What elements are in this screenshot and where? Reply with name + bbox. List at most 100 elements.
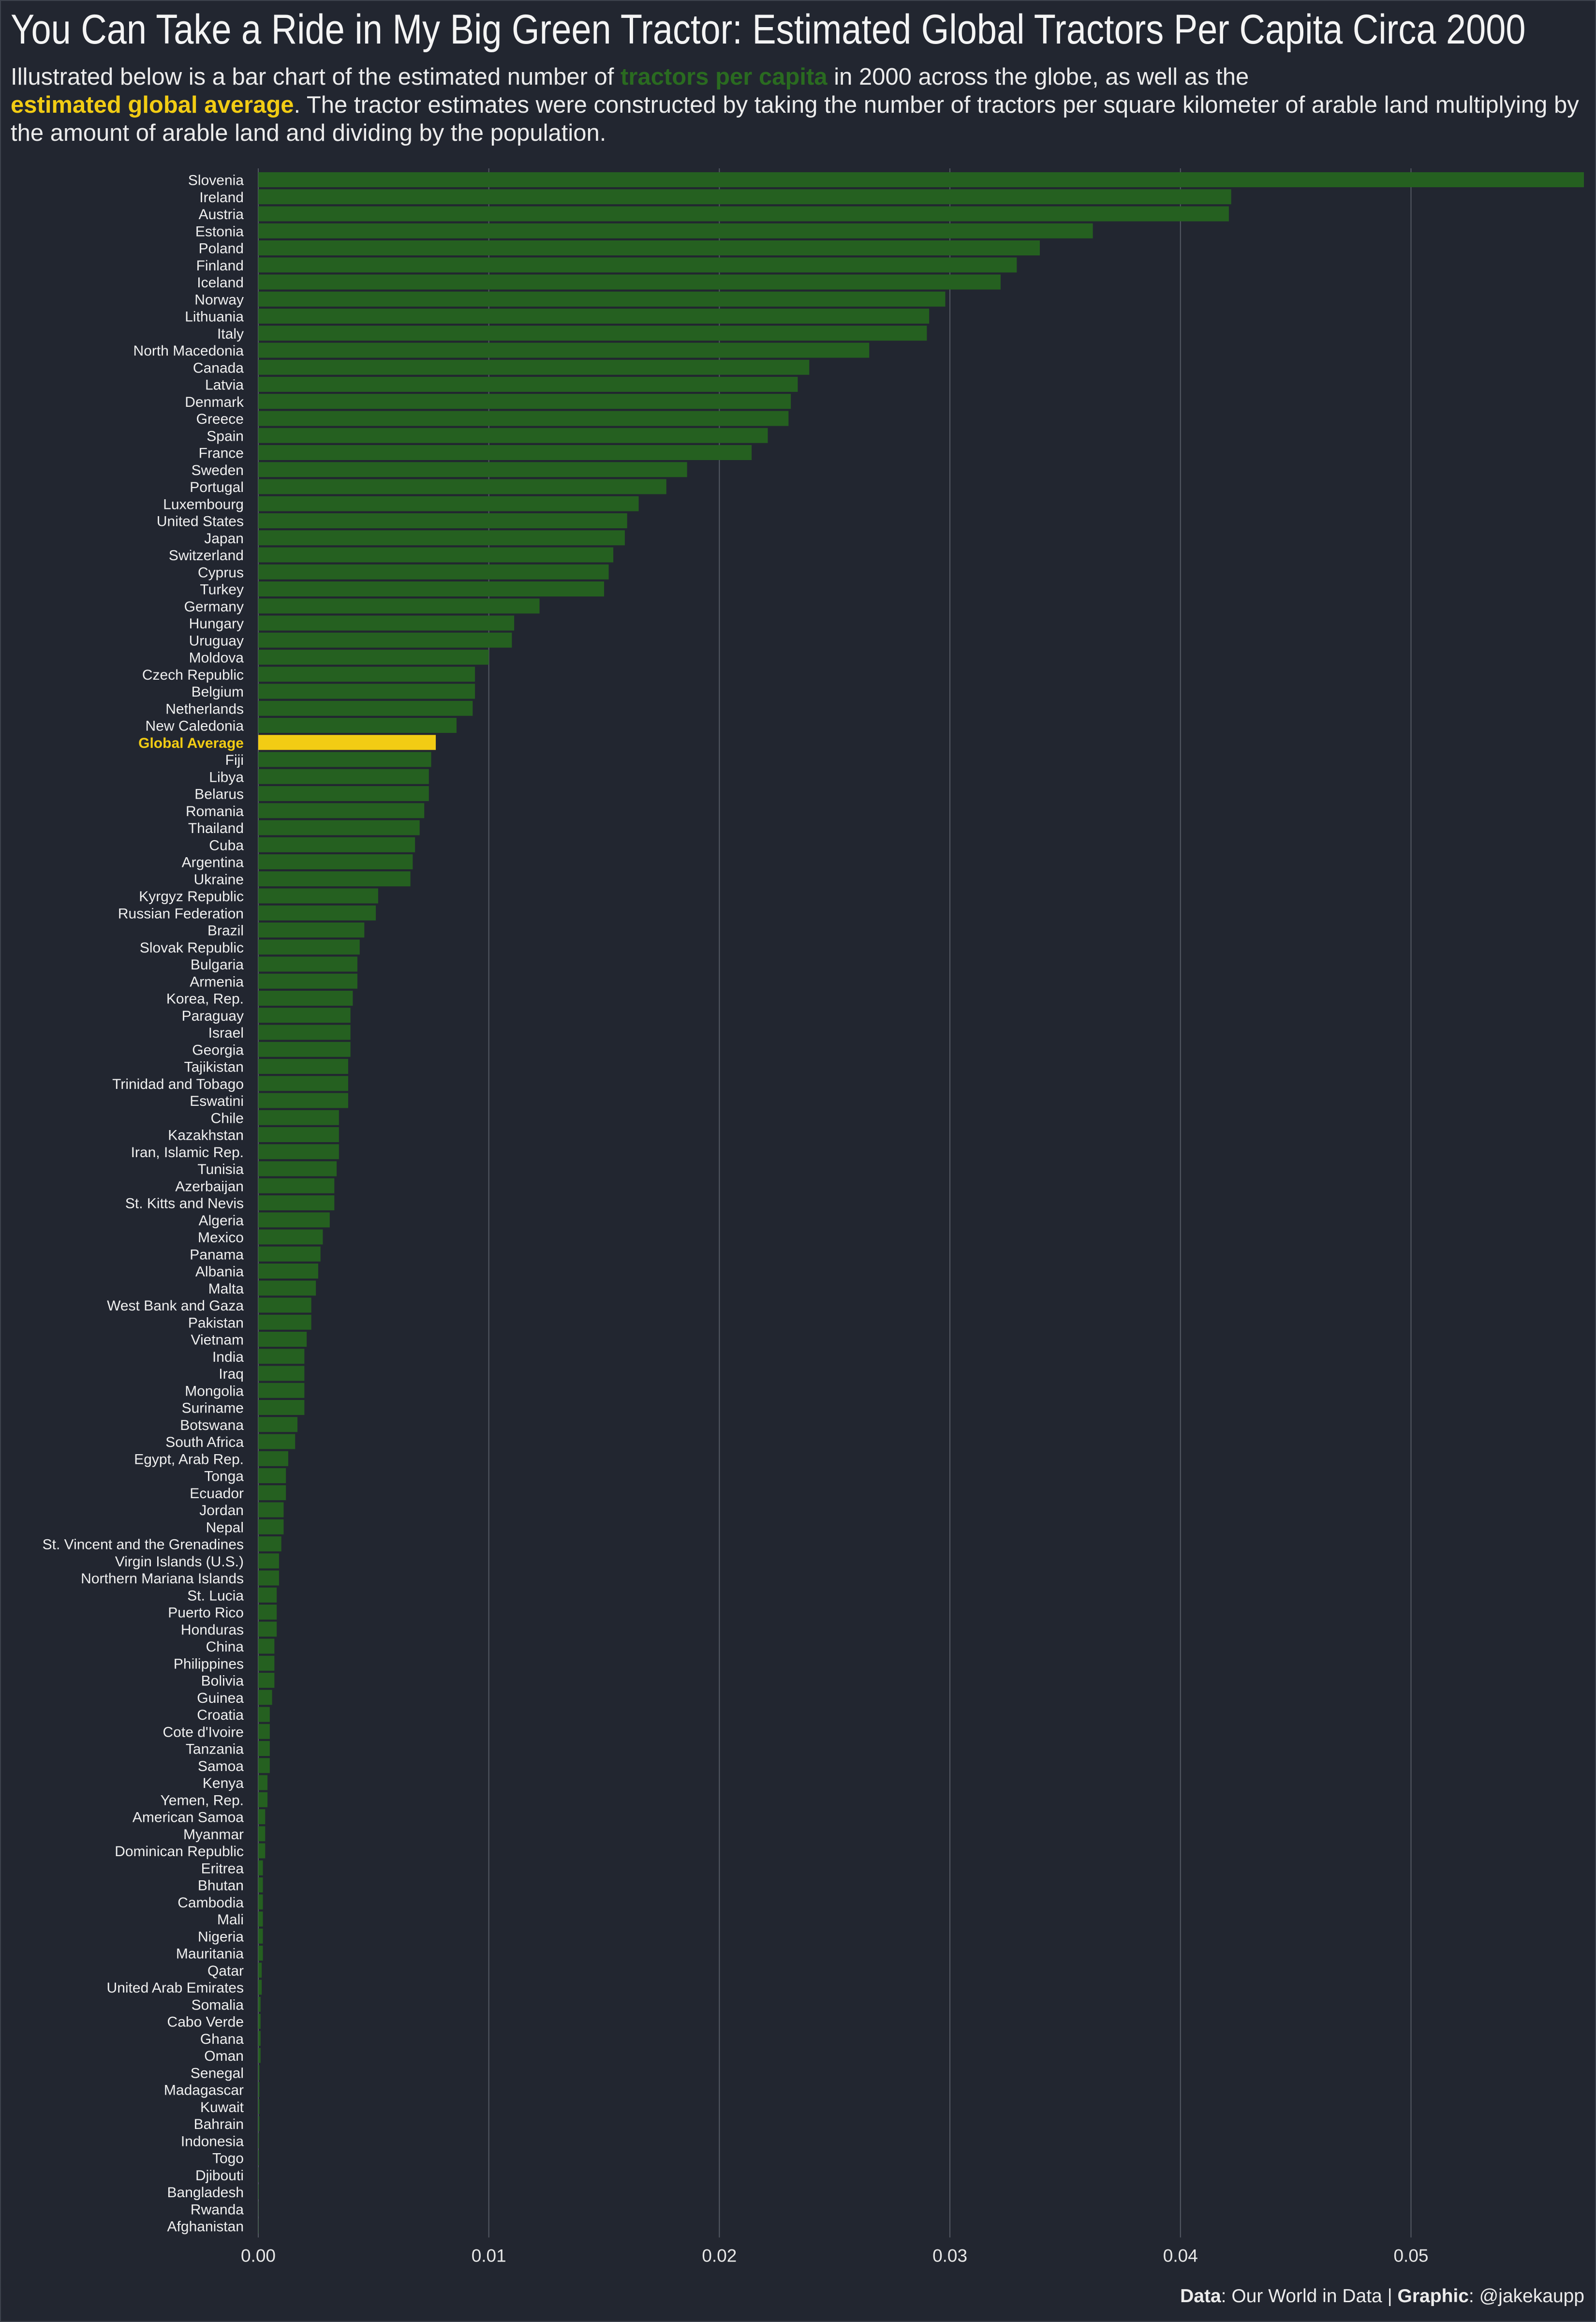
bar: [258, 1349, 305, 1364]
bar: [258, 564, 609, 580]
bar: [258, 752, 431, 767]
category-label: Poland: [199, 241, 244, 257]
bar: [258, 2184, 259, 2200]
category-label: Togo: [212, 2151, 244, 2167]
bar: [258, 291, 946, 307]
category-label: Norway: [194, 292, 244, 308]
category-label: Eswatini: [190, 1093, 244, 1109]
category-label: Nigeria: [198, 1929, 244, 1945]
bar: [258, 871, 411, 887]
x-tick-label: 0.02: [702, 2246, 737, 2265]
bar: [258, 1468, 286, 1483]
bar: [258, 1877, 263, 1892]
bar: [258, 1946, 263, 1961]
category-label: Tonga: [204, 1469, 244, 1485]
category-label: West Bank and Gaza: [107, 1298, 244, 1314]
bar: [258, 837, 415, 852]
bar: [258, 1314, 311, 1330]
category-label: Slovak Republic: [140, 940, 244, 956]
caption-graphic-author: : @jakekaupp: [1468, 2286, 1584, 2307]
category-label: Indonesia: [181, 2133, 244, 2149]
bar: [258, 2014, 261, 2029]
chart-title: You Can Take a Ride in My Big Green Trac…: [11, 6, 1526, 53]
category-label: Bangladesh: [167, 2185, 244, 2201]
bar: [258, 1673, 275, 1688]
category-label: Afghanistan: [167, 2219, 244, 2235]
category-label: Senegal: [191, 2065, 244, 2081]
category-label: Chile: [211, 1110, 244, 1126]
category-label: Bahrain: [194, 2116, 244, 2132]
caption-data-label: Data: [1180, 2286, 1221, 2307]
category-label: Uruguay: [189, 633, 244, 649]
category-label: Brazil: [207, 923, 244, 939]
bar: [258, 1860, 263, 1875]
source-caption: Data: Our World in Data | Graphic: @jake…: [1180, 2286, 1584, 2307]
category-label: United States: [157, 514, 244, 530]
bar: [258, 1519, 284, 1534]
bar: [258, 1059, 348, 1074]
bar: [258, 1724, 270, 1739]
bar: [258, 411, 789, 426]
category-label: St. Vincent and the Grenadines: [43, 1537, 244, 1553]
category-label: Argentina: [182, 855, 244, 871]
bar: [258, 1570, 279, 1586]
category-label: Austria: [199, 207, 244, 223]
bar: [258, 1195, 335, 1210]
caption-graphic-label: Graphic: [1397, 2286, 1469, 2307]
bar: [258, 1417, 298, 1432]
bar: [258, 888, 378, 904]
bar: [258, 1246, 321, 1262]
bar: [258, 1775, 268, 1790]
bar: [258, 598, 540, 614]
bar: [258, 1536, 281, 1551]
bar: [258, 462, 687, 477]
category-label: Kazakhstan: [168, 1128, 244, 1144]
bar: [258, 905, 376, 921]
bar: [258, 1690, 272, 1705]
bar: [258, 2116, 260, 2131]
bar: [258, 1826, 266, 1842]
bar: [258, 1638, 275, 1654]
category-label: Mongolia: [185, 1383, 244, 1399]
category-label: South Africa: [165, 1434, 244, 1450]
bar: [258, 684, 475, 699]
category-label: St. Kitts and Nevis: [125, 1196, 244, 1212]
bar: [258, 479, 666, 494]
category-label: Netherlands: [165, 701, 244, 717]
bar: [258, 1212, 330, 1228]
category-label: Eritrea: [201, 1861, 244, 1876]
x-tick-label: 0.05: [1393, 2246, 1428, 2265]
category-label: Albania: [195, 1264, 244, 1280]
bar: [258, 1280, 316, 1296]
bar: [258, 1587, 277, 1603]
bar: [258, 2048, 261, 2063]
bar: [258, 718, 457, 733]
category-label: China: [206, 1639, 244, 1655]
bar: [258, 342, 870, 358]
category-label: Belarus: [194, 787, 244, 803]
bar: [258, 1332, 307, 1347]
bar: [258, 1758, 270, 1773]
category-label: Bolivia: [201, 1673, 244, 1689]
bar: [258, 854, 413, 869]
bar: [258, 530, 625, 546]
category-label: Iraq: [219, 1366, 244, 1382]
bar: [258, 377, 798, 392]
bar: [258, 309, 930, 324]
category-label: Northern Mariana Islands: [81, 1571, 244, 1587]
category-label: Oman: [204, 2048, 244, 2064]
bar: [258, 172, 1584, 187]
category-label: Tunisia: [197, 1161, 244, 1177]
bar: [258, 1042, 351, 1057]
category-label: Yemen, Rep.: [161, 1792, 244, 1808]
x-axis-tick-labels: 0.00 0.01 0.02 0.03 0.04 0.05: [241, 2246, 1428, 2265]
bar: [258, 2031, 261, 2046]
category-label: Canada: [193, 360, 244, 376]
category-label: Spain: [207, 428, 244, 444]
bar: [258, 2099, 260, 2114]
category-label: Fiji: [225, 752, 244, 768]
bar: [258, 1792, 268, 1807]
category-label: Denmark: [185, 394, 244, 410]
category-label: Romania: [186, 804, 244, 819]
